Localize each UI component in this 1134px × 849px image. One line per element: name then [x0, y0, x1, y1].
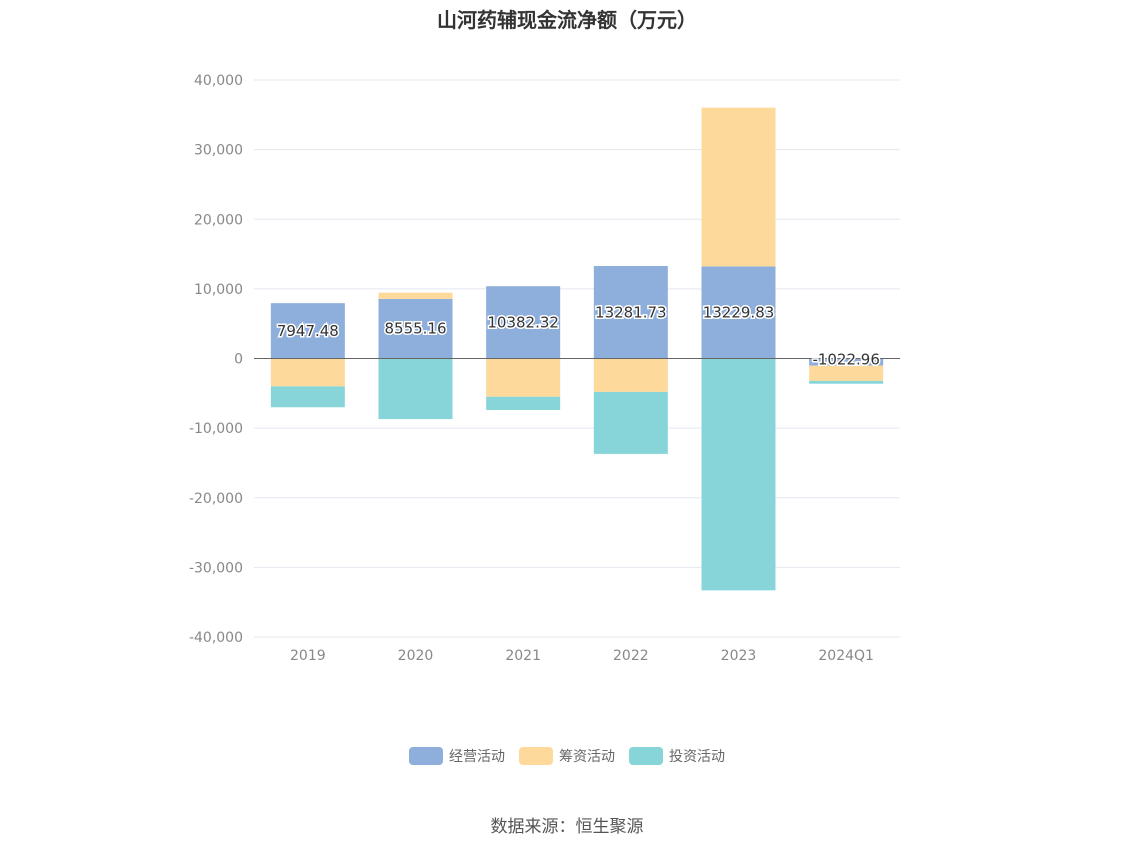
data-label-operating: 13281.73	[595, 303, 667, 321]
y-tick-label: 20,000	[194, 212, 243, 228]
x-tick-label: 2024Q1	[818, 648, 874, 664]
x-tick-label: 2020	[398, 648, 434, 664]
source-note: 数据来源：恒生聚源	[490, 817, 644, 837]
data-label-operating: 13229.83	[703, 303, 775, 321]
x-tick-label: 2021	[505, 648, 541, 664]
chart-title: 山河药辅现金流净额（万元）	[437, 8, 697, 32]
bar-financing-2023[interactable]	[701, 107, 776, 267]
bar-layer	[270, 107, 884, 591]
y-tick-label: 40,000	[194, 73, 243, 89]
bar-financing-2022[interactable]	[593, 358, 668, 392]
y-tick-label: 10,000	[194, 282, 243, 298]
data-label-operating: 10382.32	[487, 313, 559, 331]
bar-financing-2021[interactable]	[486, 358, 561, 397]
x-tick-label: 2023	[721, 648, 757, 664]
bar-operating-2021[interactable]	[486, 286, 561, 359]
legend-label-financing: 筹资活动	[559, 749, 615, 765]
legend-label-operating: 经营活动	[449, 749, 505, 765]
bar-financing-2019[interactable]	[270, 358, 345, 387]
bar-investing-2020[interactable]	[378, 358, 453, 420]
data-label-operating: -1022.96	[812, 351, 879, 369]
label-layer: 7947.48 8555.16 10382.32 13281.73 13229.83 -1…	[275, 302, 881, 370]
bar-operating-2022[interactable]	[593, 266, 668, 359]
chart-area: 40,000 30,000 20,000 10,000 0 -10,000 -20,000 -…	[189, 73, 900, 664]
x-tick-label: 2019	[290, 648, 326, 664]
legend-swatch-investing	[629, 747, 663, 765]
legend-label-investing: 投资活动	[669, 749, 725, 765]
grid-layer	[254, 79, 900, 638]
legend-item-operating[interactable]: 经营活动	[409, 746, 505, 766]
legend: 经营活动 筹资活动 投资活动	[0, 746, 1134, 766]
bar-investing-2024Q1[interactable]	[809, 380, 884, 384]
bar-financing-2024Q1[interactable]	[809, 365, 884, 381]
y-tick-label: -30,000	[189, 560, 243, 576]
data-label-operating: 7947.48	[277, 322, 339, 340]
axis-layer: 40,000 30,000 20,000 10,000 0 -10,000 -20,000 -…	[189, 73, 900, 664]
legend-item-investing[interactable]: 投资活动	[629, 746, 725, 766]
bar-investing-2022[interactable]	[593, 391, 668, 454]
bar-investing-2021[interactable]	[486, 396, 561, 411]
y-tick-label: 30,000	[194, 143, 243, 159]
y-tick-label: 0	[234, 352, 243, 368]
data-label-operating: 8555.16	[384, 320, 446, 338]
bar-financing-2020[interactable]	[378, 292, 453, 299]
bar-operating-2024Q1[interactable]	[809, 358, 884, 366]
bar-operating-2020[interactable]	[378, 298, 453, 359]
y-tick-label: -10,000	[189, 421, 243, 437]
bar-operating-2019[interactable]	[270, 303, 345, 359]
legend-swatch-operating	[409, 747, 443, 765]
y-tick-label: -20,000	[189, 491, 243, 507]
legend-item-financing[interactable]: 筹资活动	[519, 746, 615, 766]
bar-operating-2023[interactable]	[701, 266, 776, 359]
x-tick-label: 2022	[613, 648, 649, 664]
legend-swatch-financing	[519, 747, 553, 765]
y-tick-label: -40,000	[189, 630, 243, 646]
bar-investing-2023[interactable]	[701, 358, 776, 591]
bar-investing-2019[interactable]	[270, 386, 345, 408]
